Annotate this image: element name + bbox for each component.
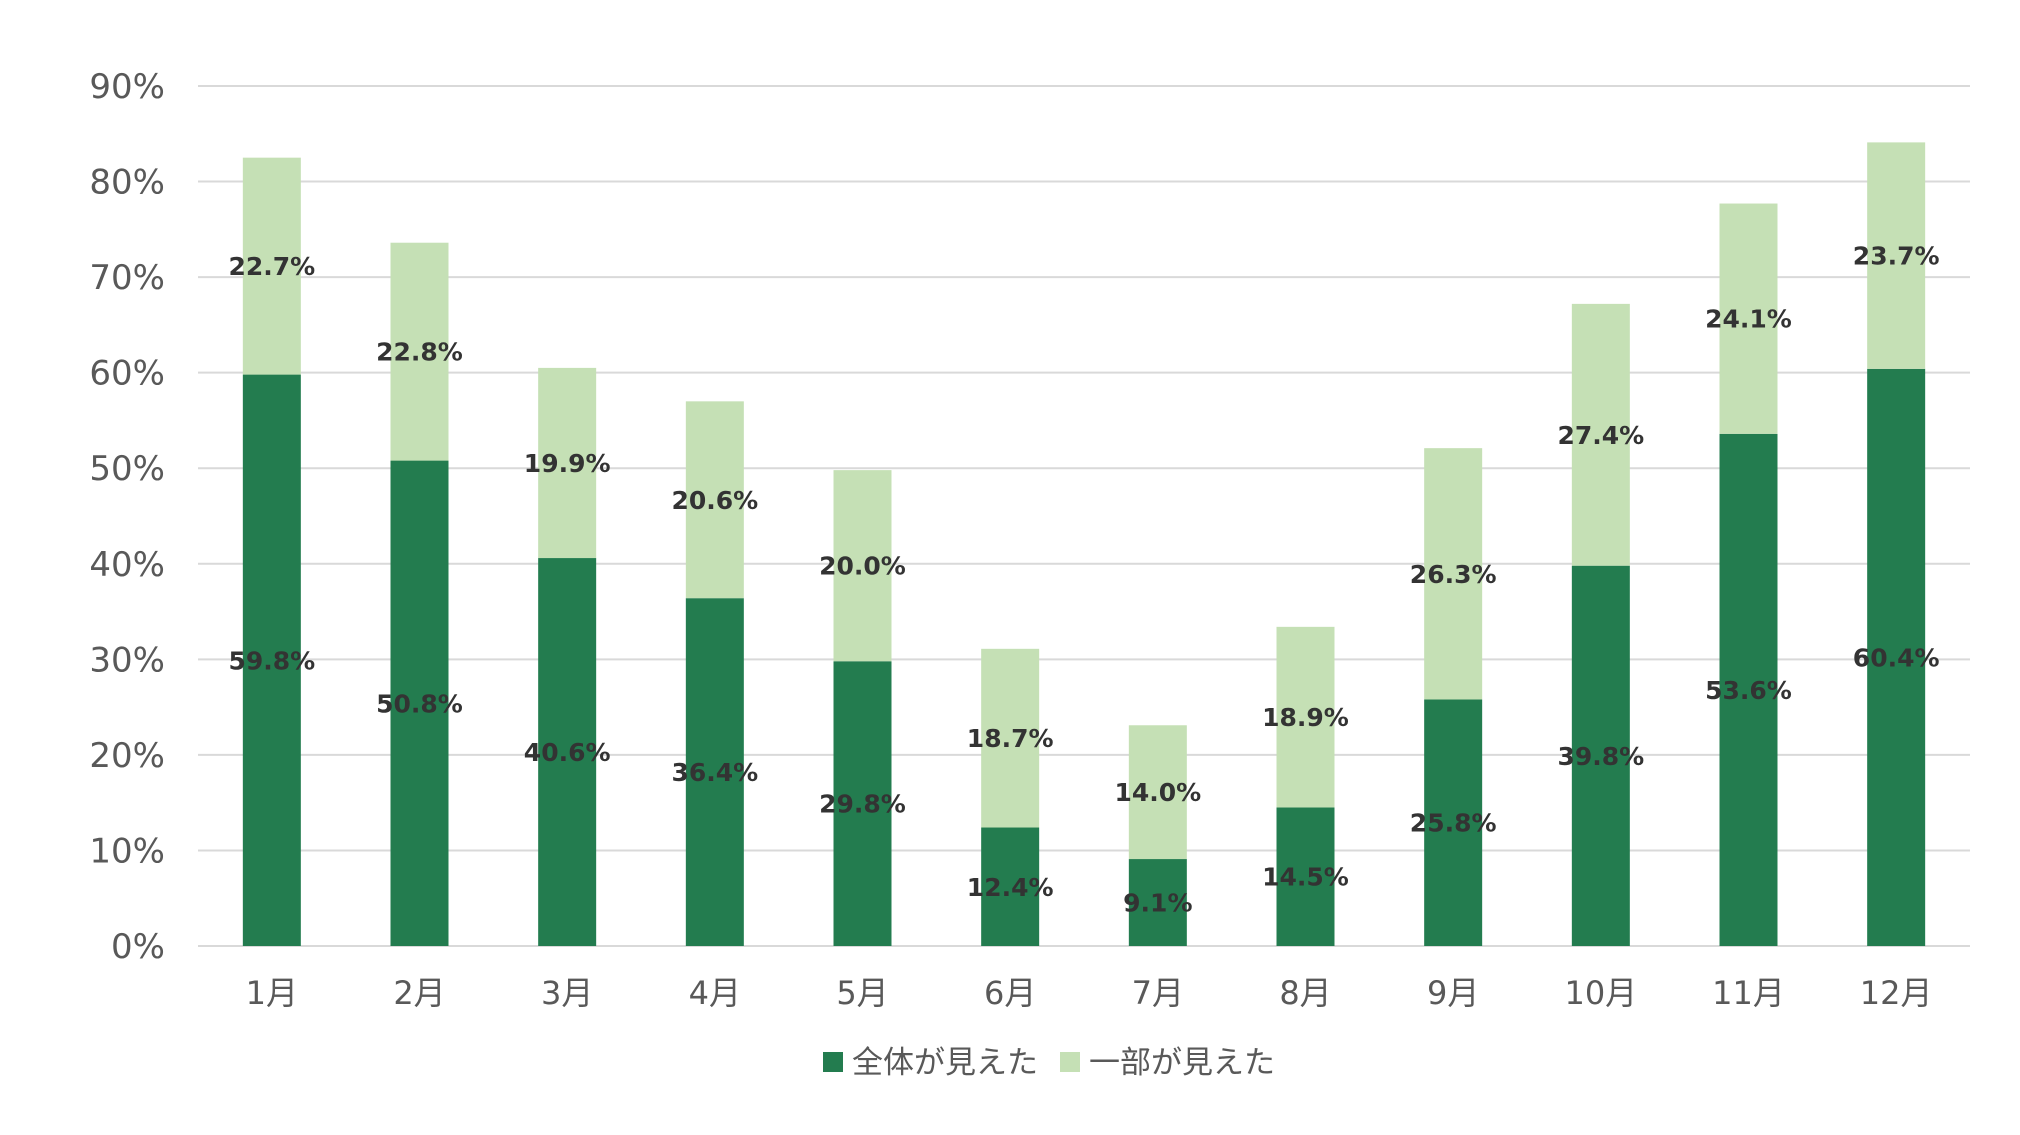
bar-segment bbox=[981, 827, 1040, 946]
data-label: 20.6% bbox=[671, 486, 758, 515]
data-label: 23.7% bbox=[1853, 242, 1940, 271]
x-tick-label: 9月 bbox=[1427, 974, 1479, 1012]
bar-segment bbox=[1571, 303, 1630, 566]
bar-segment bbox=[1719, 433, 1778, 946]
data-label: 50.8% bbox=[376, 689, 463, 718]
data-label: 14.5% bbox=[1262, 863, 1349, 892]
x-tick-label: 12月 bbox=[1860, 974, 1933, 1012]
bar-segment bbox=[1128, 725, 1187, 860]
legend-label-full: 全体が見えた bbox=[852, 1045, 1038, 1081]
y-axis-ticks: 0% 10% 20% 30% 40% 50% 60% 70% 80% 90% bbox=[89, 67, 165, 967]
data-label: 19.9% bbox=[524, 449, 611, 478]
data-label: 60.4% bbox=[1853, 643, 1940, 672]
bar-segment bbox=[242, 374, 301, 947]
y-tick-label: 20% bbox=[89, 736, 165, 776]
data-label: 18.9% bbox=[1262, 703, 1349, 732]
x-tick-label: 1月 bbox=[246, 974, 298, 1012]
x-axis-ticks: 1月 2月 3月 4月 5月 6月 7月 8月 9月 10月 11月 12月 bbox=[246, 974, 1933, 1012]
y-tick-label: 80% bbox=[89, 163, 165, 203]
data-label: 12.4% bbox=[967, 873, 1054, 902]
data-label: 36.4% bbox=[671, 758, 758, 787]
legend: 全体が見えた 一部が見えた bbox=[823, 1045, 1275, 1081]
data-label: 39.8% bbox=[1557, 742, 1644, 771]
x-tick-label: 7月 bbox=[1132, 974, 1184, 1012]
y-tick-label: 10% bbox=[89, 831, 165, 871]
x-tick-label: 3月 bbox=[541, 974, 593, 1012]
bar-segment bbox=[1867, 368, 1926, 946]
bar-segment bbox=[685, 598, 744, 946]
legend-label-partial: 一部が見えた bbox=[1089, 1045, 1275, 1081]
y-tick-label: 60% bbox=[89, 354, 165, 394]
x-tick-label: 8月 bbox=[1279, 974, 1331, 1012]
data-label: 20.0% bbox=[819, 552, 906, 581]
bar-segment bbox=[1867, 142, 1926, 369]
bar-segment bbox=[1424, 699, 1483, 946]
bar-segment bbox=[1571, 565, 1630, 946]
data-label: 26.3% bbox=[1410, 560, 1497, 589]
data-label: 25.8% bbox=[1410, 809, 1497, 838]
bar-segment bbox=[242, 157, 301, 375]
legend-swatch-full bbox=[823, 1052, 843, 1072]
x-tick-label: 6月 bbox=[984, 974, 1036, 1012]
data-label: 9.1% bbox=[1123, 889, 1192, 918]
data-label: 53.6% bbox=[1705, 676, 1792, 705]
y-tick-label: 30% bbox=[89, 640, 165, 680]
y-tick-label: 90% bbox=[89, 67, 165, 107]
bar-segment bbox=[538, 558, 597, 946]
bar-segment bbox=[1719, 203, 1778, 434]
data-label: 24.1% bbox=[1705, 305, 1792, 334]
data-label: 14.0% bbox=[1114, 778, 1201, 807]
bar-segment bbox=[1276, 807, 1335, 946]
y-tick-label: 70% bbox=[89, 258, 165, 298]
x-tick-label: 4月 bbox=[689, 974, 741, 1012]
data-label: 27.4% bbox=[1557, 421, 1644, 450]
y-tick-label: 40% bbox=[89, 545, 165, 585]
y-tick-label: 0% bbox=[111, 927, 165, 967]
y-tick-label: 50% bbox=[89, 449, 165, 489]
bar-segment bbox=[1128, 859, 1187, 946]
bar-segment bbox=[390, 460, 449, 946]
x-tick-label: 5月 bbox=[836, 974, 888, 1012]
bar-segment bbox=[538, 367, 597, 559]
gridlines bbox=[198, 85, 1970, 947]
bars bbox=[242, 142, 1926, 947]
x-tick-label: 11月 bbox=[1712, 974, 1785, 1012]
x-tick-label: 2月 bbox=[393, 974, 445, 1012]
legend-swatch-partial bbox=[1060, 1052, 1080, 1072]
bar-segment bbox=[833, 470, 892, 662]
bar-segment bbox=[981, 648, 1040, 828]
bar-segment bbox=[1424, 448, 1483, 700]
x-tick-label: 10月 bbox=[1564, 974, 1637, 1012]
data-label: 22.8% bbox=[376, 338, 463, 367]
data-label: 29.8% bbox=[819, 790, 906, 819]
bar-segment bbox=[390, 242, 449, 461]
data-label: 18.7% bbox=[967, 724, 1054, 753]
bar-segment bbox=[833, 661, 892, 946]
bar-segment bbox=[1276, 626, 1335, 808]
bar-segment bbox=[685, 401, 744, 599]
data-label: 40.6% bbox=[524, 738, 611, 767]
data-label: 59.8% bbox=[228, 646, 315, 675]
data-label: 22.7% bbox=[228, 252, 315, 281]
data-labels: 59.8% 22.7% 50.8% 22.8% 40.6% 19.9% 36.4% 20.6%… bbox=[228, 242, 1939, 918]
